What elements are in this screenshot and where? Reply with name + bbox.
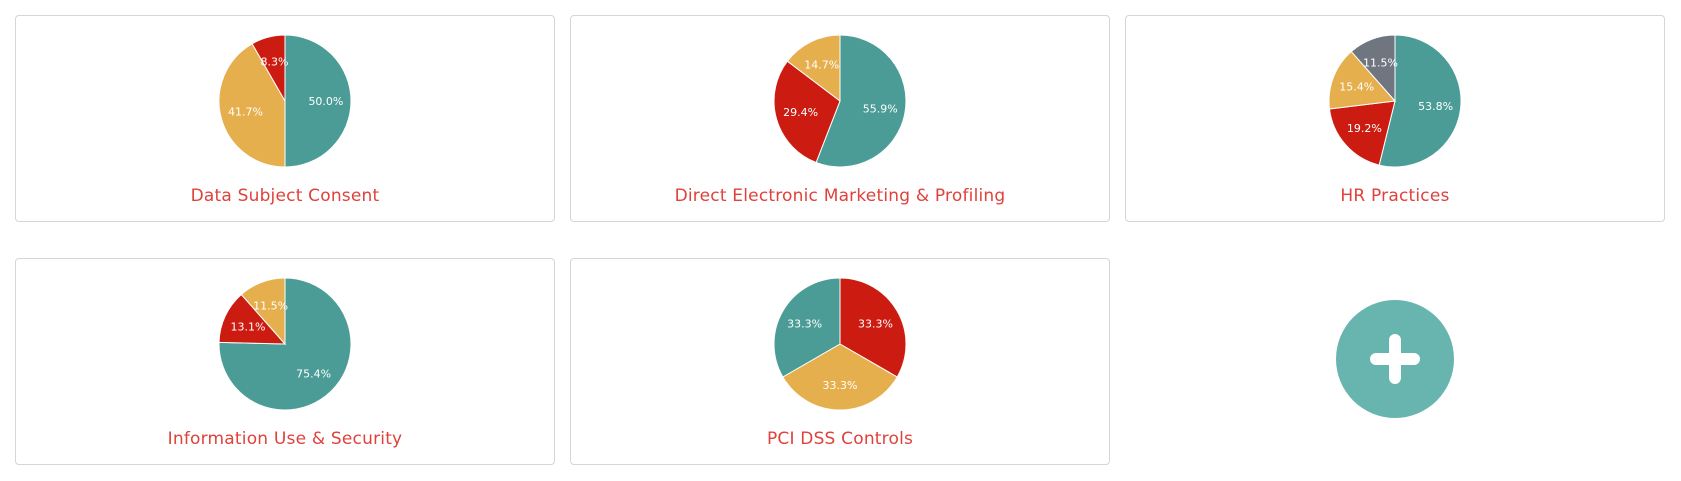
chart-card-hr-practices[interactable]: 53.8% 19.2% 15.4% 11.5% HR Practices <box>1125 15 1665 222</box>
add-chart-card <box>1125 258 1665 465</box>
pie-chart-information-use-security: 75.4% 13.1% 11.5% <box>218 277 352 411</box>
pie-slice[interactable] <box>251 34 286 103</box>
slice-label: 13.1% <box>230 321 265 334</box>
slice-label: 11.5% <box>1363 57 1398 70</box>
slice-label: 53.8% <box>1418 100 1453 113</box>
plus-icon <box>1370 333 1420 384</box>
pie-slice[interactable] <box>773 277 841 378</box>
chart-card-direct-electronic-marketing[interactable]: 55.9% 29.4% 14.7% Direct Electronic Market… <box>570 15 1110 222</box>
chart-card-information-use-security[interactable]: 75.4% 13.1% 11.5% Information Use & Securi… <box>15 258 555 465</box>
slice-label: 14.7% <box>804 58 839 71</box>
slice-label: 8.3% <box>260 55 288 68</box>
pie-slice[interactable] <box>782 343 898 411</box>
slice-label: 29.4% <box>783 106 818 119</box>
pie-slice[interactable] <box>1328 100 1396 166</box>
pie-slice[interactable] <box>1328 50 1397 110</box>
pie-slice[interactable] <box>218 43 286 168</box>
pie-chart-pci-dss-controls: 33.3% 33.3% 33.3% <box>773 277 907 411</box>
pie-slice[interactable] <box>815 34 907 168</box>
slice-label: 19.2% <box>1347 122 1382 135</box>
chart-grid: 50.0% 41.7% 8.3% Data Subject Consent 55.9… <box>15 15 1665 465</box>
add-chart-button[interactable] <box>1336 299 1454 418</box>
slice-label: 33.3% <box>823 379 858 392</box>
slice-label: 75.4% <box>296 367 331 380</box>
pie-chart-hr-practices: 53.8% 19.2% 15.4% 11.5% <box>1328 34 1462 168</box>
pie-chart-data-subject-consent: 50.0% 41.7% 8.3% <box>218 34 352 168</box>
chart-title[interactable]: Information Use & Security <box>167 429 403 449</box>
pie-slice[interactable] <box>284 34 352 168</box>
slice-label: 11.5% <box>253 300 288 313</box>
slice-label: 33.3% <box>858 318 893 331</box>
chart-title[interactable]: HR Practices <box>1340 186 1450 206</box>
pie-slice[interactable] <box>786 34 841 103</box>
pie-slice[interactable] <box>218 293 287 345</box>
pie-slice[interactable] <box>773 60 841 164</box>
chart-title[interactable]: Direct Electronic Marketing & Profiling <box>674 186 1006 206</box>
pie-chart-direct-electronic-marketing: 55.9% 29.4% 14.7% <box>773 34 907 168</box>
slice-label: 33.3% <box>787 318 822 331</box>
chart-card-data-subject-consent[interactable]: 50.0% 41.7% 8.3% Data Subject Consent <box>15 15 555 222</box>
slice-label: 55.9% <box>863 103 898 116</box>
slice-label: 15.4% <box>1339 80 1374 93</box>
chart-title[interactable]: Data Subject Consent <box>190 186 380 206</box>
chart-card-pci-dss-controls[interactable]: 33.3% 33.3% 33.3% PCI DSS Controls <box>570 258 1110 465</box>
pie-slice[interactable] <box>1350 34 1396 103</box>
chart-title[interactable]: PCI DSS Controls <box>766 429 914 449</box>
pie-slice[interactable] <box>1378 34 1462 168</box>
slice-label: 50.0% <box>308 95 343 108</box>
pie-slice[interactable] <box>218 277 352 411</box>
pie-slice[interactable] <box>839 277 907 378</box>
pie-slice[interactable] <box>240 277 286 346</box>
slice-label: 41.7% <box>228 106 263 119</box>
